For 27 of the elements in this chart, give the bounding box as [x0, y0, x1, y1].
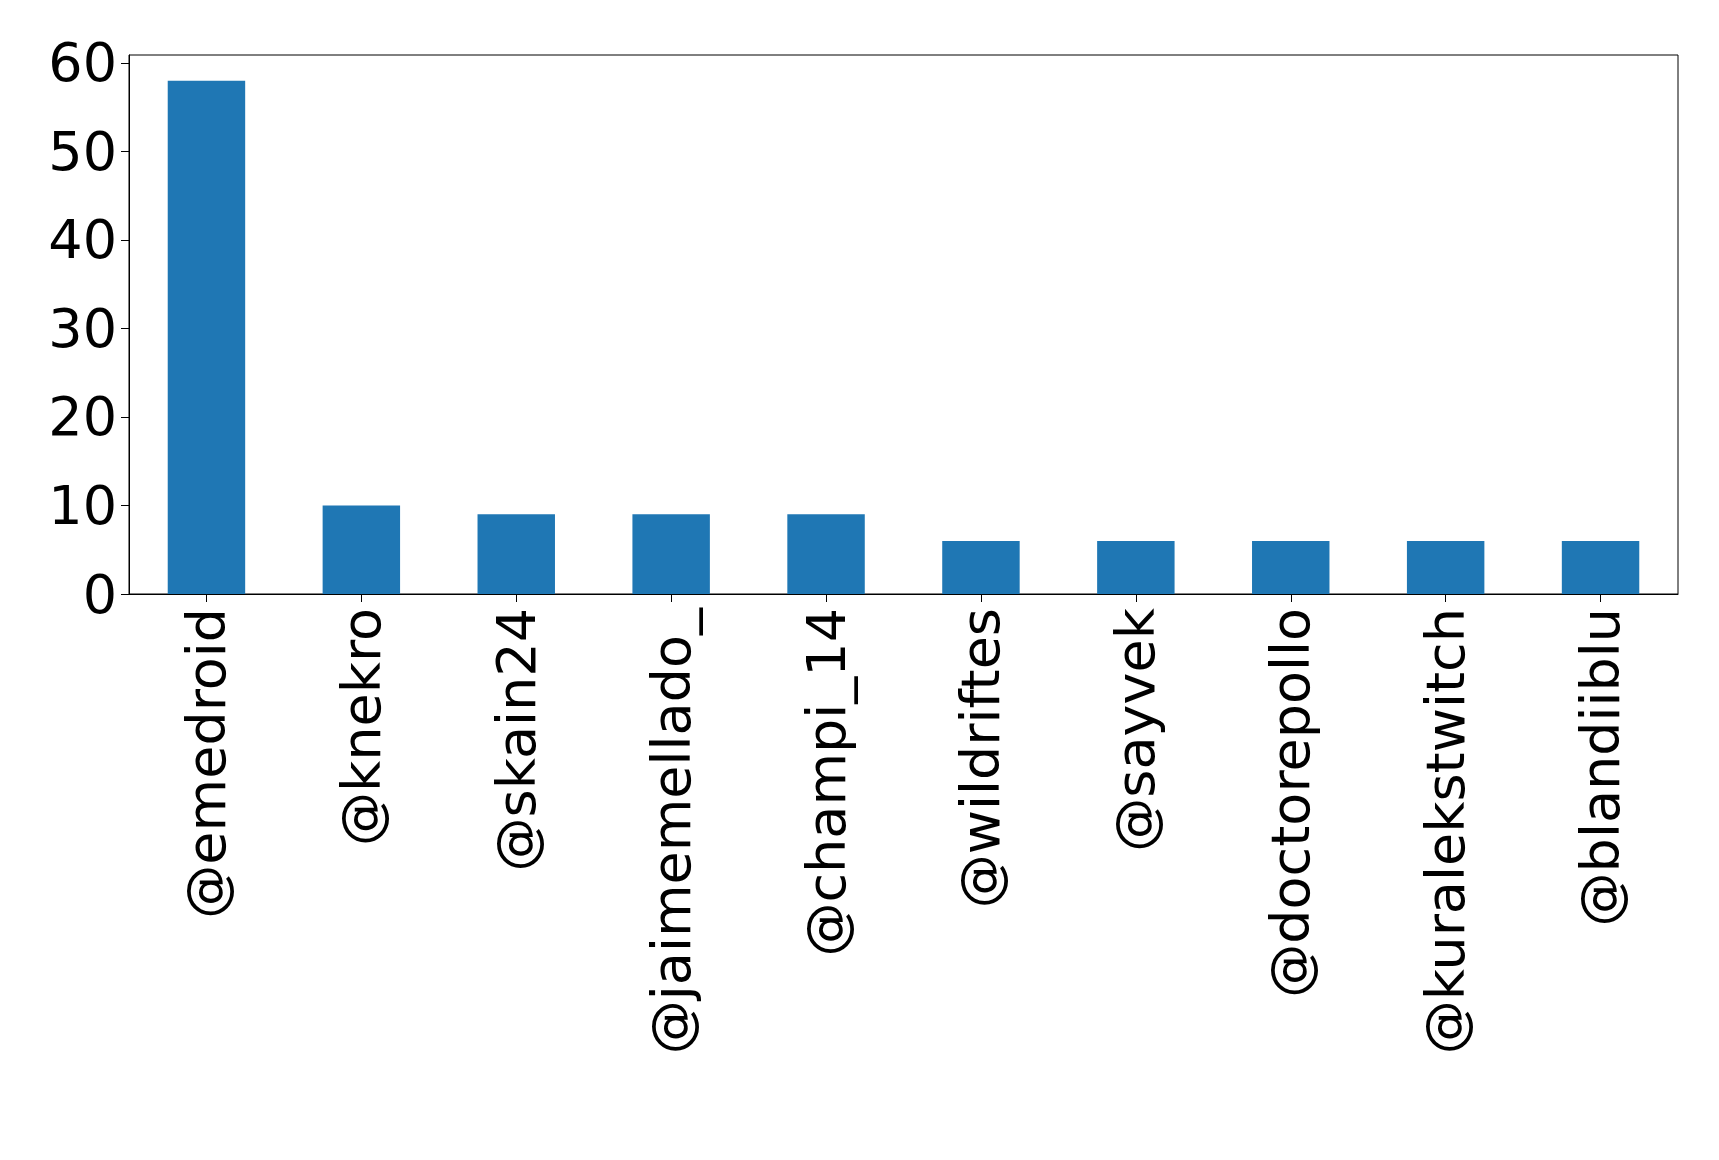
- x-tick-label: @emedroid: [174, 608, 238, 919]
- x-tick-label: @blandiiblu: [1569, 608, 1633, 927]
- x-tick-label: @sayvek: [1104, 607, 1168, 852]
- bar: [322, 505, 401, 594]
- bar: [942, 540, 1020, 594]
- bar: [787, 514, 865, 594]
- bar: [477, 514, 555, 594]
- bar: [167, 80, 246, 594]
- x-tick-label: @doctorepollo: [1259, 608, 1323, 998]
- x-tick-label: @knekro: [329, 608, 393, 847]
- bar: [1561, 540, 1640, 594]
- y-tick-label: 40: [48, 208, 117, 272]
- bar: [1097, 540, 1175, 594]
- x-tick-label: @jaimemellado_: [639, 607, 703, 1055]
- y-tick-label: 50: [48, 119, 117, 183]
- y-tick-label: 0: [82, 562, 117, 626]
- y-tick-label: 30: [48, 296, 117, 360]
- x-tick-label: @wildriftes: [949, 608, 1013, 909]
- x-tick-label: @skain24: [484, 608, 548, 872]
- x-tick-label: @champi_14: [794, 608, 858, 957]
- y-tick-label: 10: [48, 473, 117, 537]
- y-tick-label: 20: [48, 385, 117, 449]
- bar: [632, 514, 710, 594]
- x-tick-label: @kuralekstwitch: [1414, 608, 1478, 1055]
- bar: [1252, 540, 1330, 594]
- bar: [1406, 540, 1485, 594]
- y-tick-label: 60: [48, 31, 117, 95]
